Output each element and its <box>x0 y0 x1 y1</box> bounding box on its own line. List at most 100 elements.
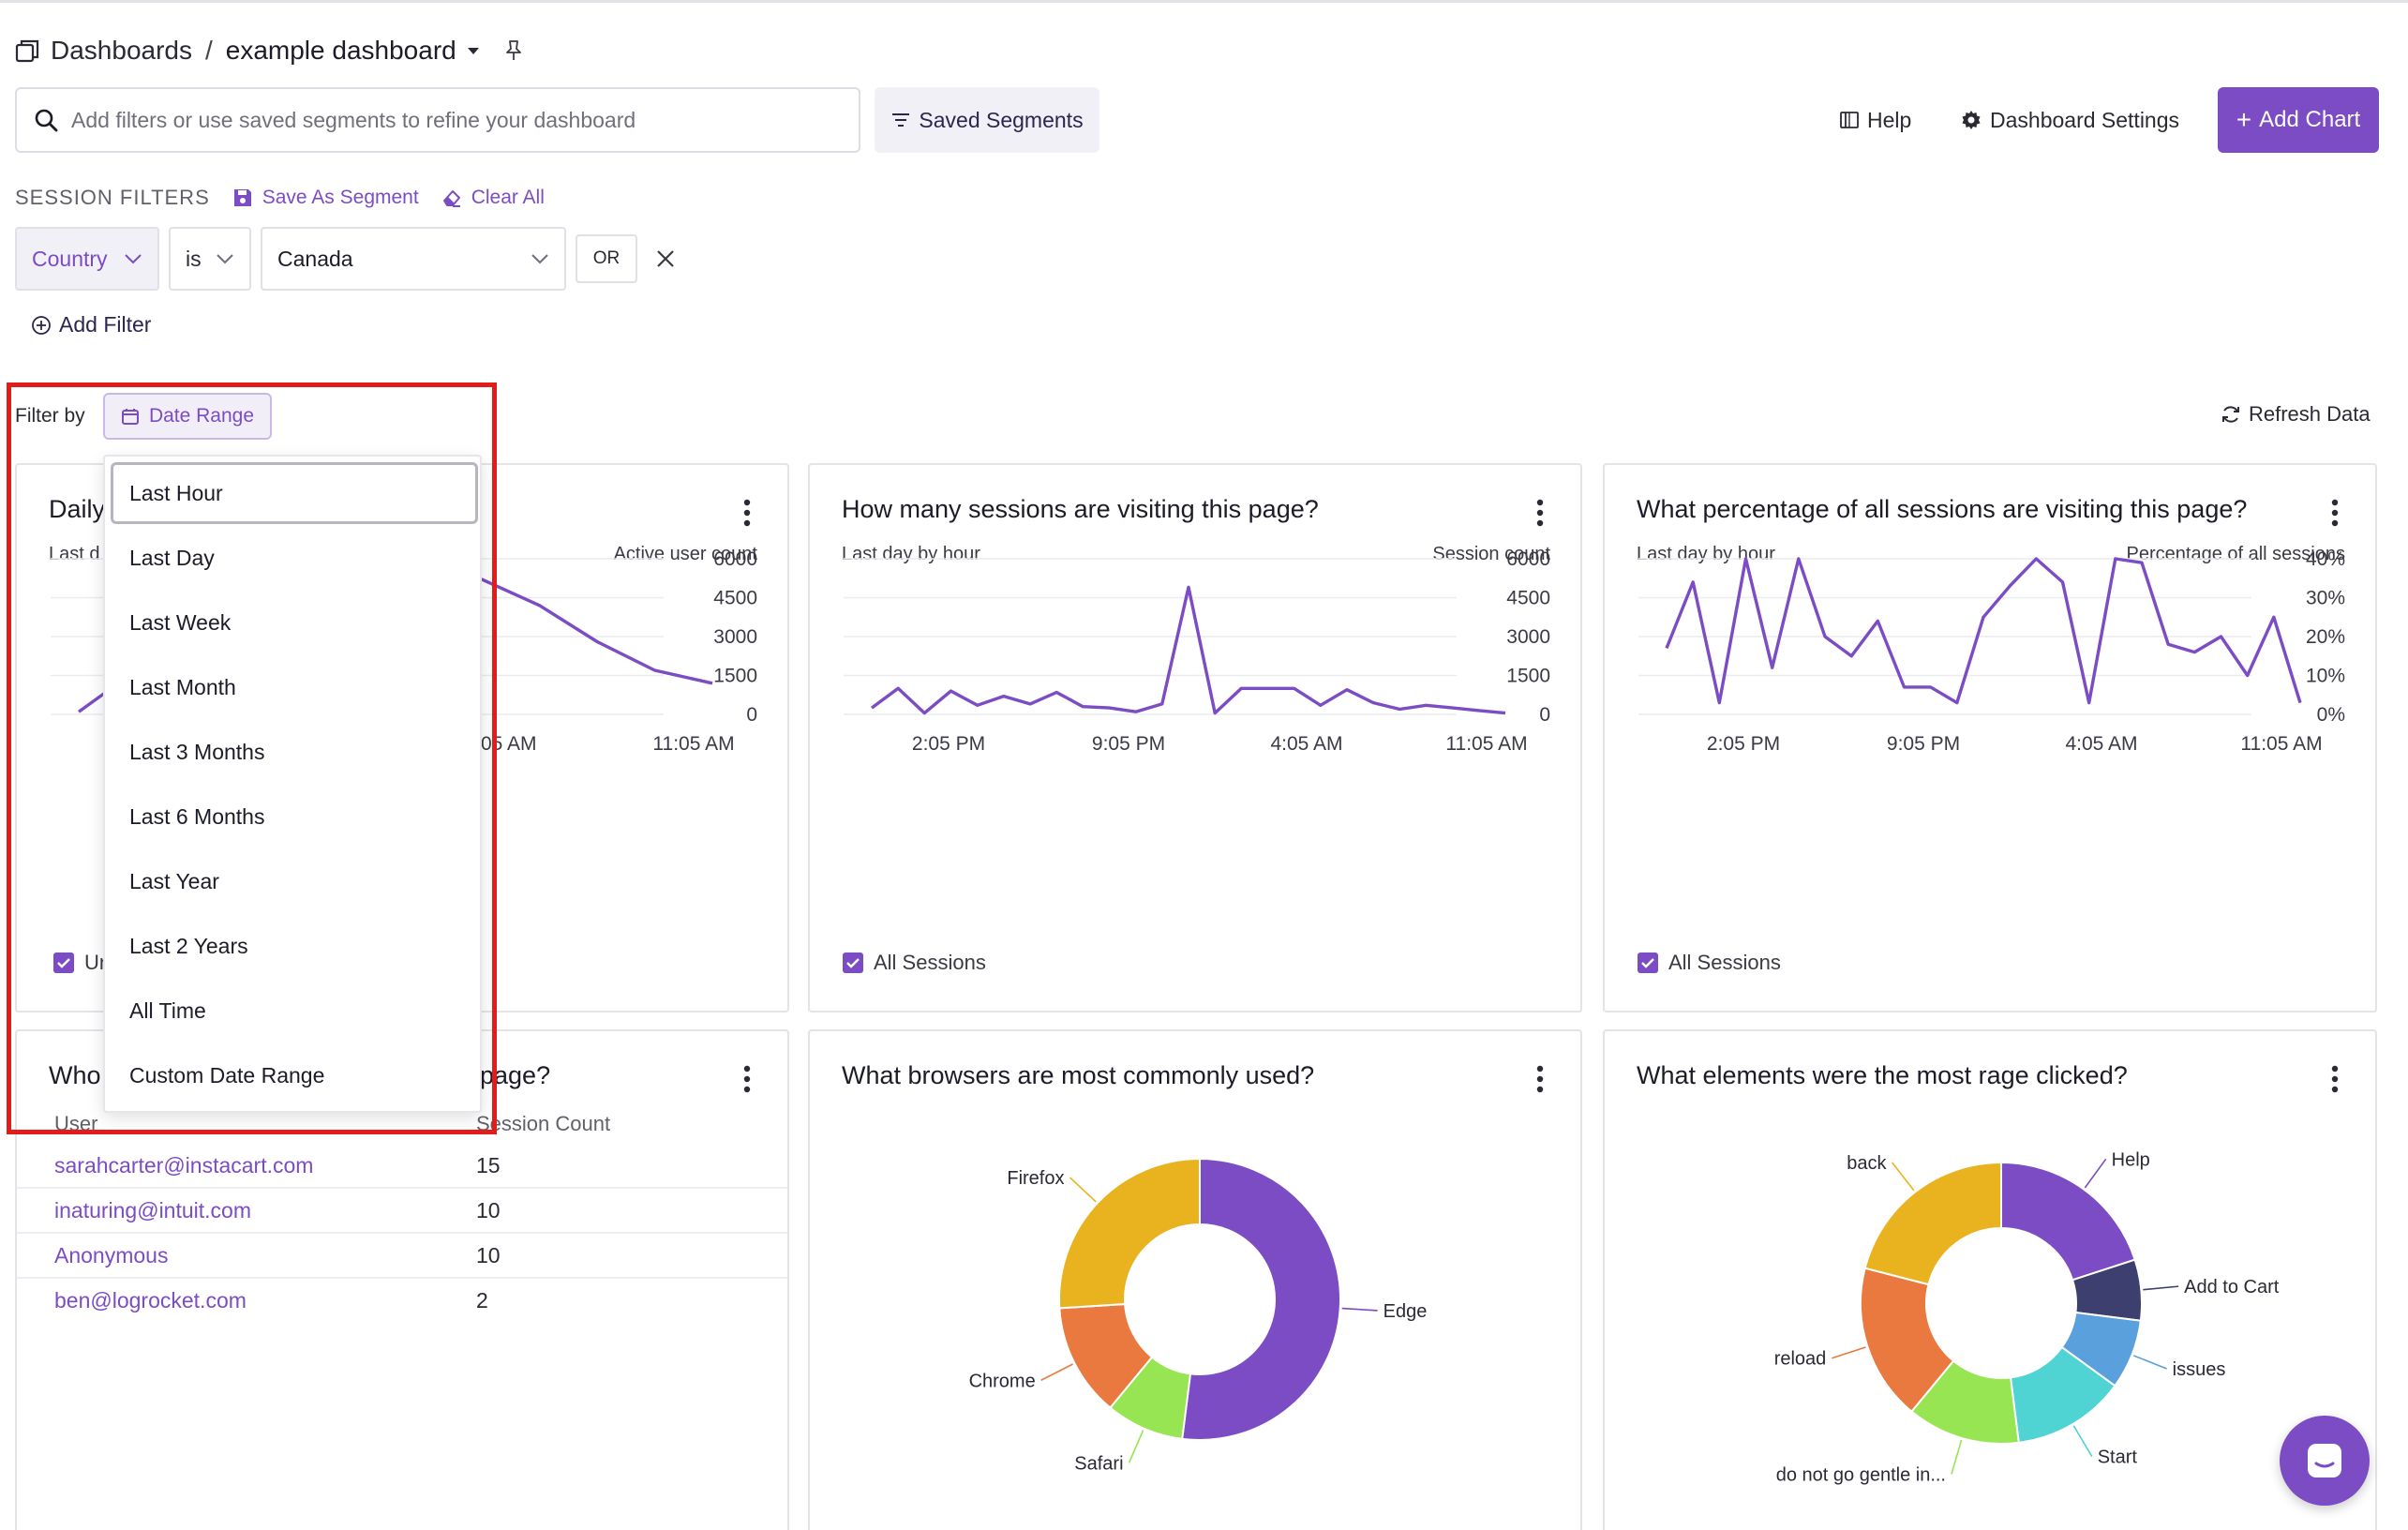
menu-item-highlight <box>111 462 478 524</box>
donut-slice <box>1863 1161 2002 1286</box>
dashboard-name[interactable]: example dashboard <box>225 36 456 65</box>
more-vertical-icon[interactable] <box>742 1065 752 1093</box>
menu-item-last-hour[interactable]: Last Hour <box>129 481 223 505</box>
user-link[interactable]: ben@logrocket.com <box>54 1288 247 1312</box>
close-icon[interactable] <box>654 248 677 270</box>
menu-item-last-year[interactable]: Last Year <box>129 869 219 893</box>
gear-icon <box>1962 111 1981 129</box>
checkbox-checked-icon[interactable] <box>842 952 864 974</box>
slice-label: Chrome <box>969 1371 1036 1391</box>
column-header-session-count[interactable]: Session Count <box>476 1112 611 1135</box>
card-title-tail: page? <box>480 1061 551 1089</box>
filter-search-input-container[interactable] <box>15 87 860 153</box>
more-vertical-icon[interactable] <box>2330 1065 2340 1093</box>
help-link[interactable]: Help <box>1839 103 1911 137</box>
x-tick-label: 4:05 AM <box>1270 733 1342 755</box>
session-filters-header: SESSION FILTERS Save As Segment Clear Al… <box>15 184 545 212</box>
breadcrumb-root-link[interactable]: Dashboards <box>51 36 192 65</box>
legend-item[interactable]: Un <box>52 951 111 975</box>
filter-operator-select[interactable]: is <box>169 227 251 291</box>
user-link[interactable]: Anonymous <box>54 1243 169 1268</box>
x-tick-label: 11:05 AM <box>652 733 734 755</box>
plus-circle-icon <box>32 315 51 335</box>
filter-search-input[interactable] <box>71 107 840 133</box>
user-link[interactable]: inaturing@intuit.com <box>54 1198 251 1222</box>
dashboard-settings-link[interactable]: Dashboard Settings <box>1961 103 2179 137</box>
table-row: ben@logrocket.com 2 <box>17 1279 787 1324</box>
filter-operator-value: is <box>186 246 202 271</box>
menu-item-last-6-months[interactable]: Last 6 Months <box>129 804 265 829</box>
clear-all-button[interactable]: Clear All <box>441 187 545 209</box>
x-tick-label: 2:05 PM <box>1707 733 1780 755</box>
more-vertical-icon[interactable] <box>1535 499 1545 527</box>
slice-label: Firefox <box>1007 1168 1064 1189</box>
refresh-data-button[interactable]: Refresh Data <box>2221 402 2371 427</box>
menu-item-all-time[interactable]: All Time <box>129 998 206 1023</box>
menu-item-custom-date-range[interactable]: Custom Date Range <box>129 1063 325 1088</box>
session-count-cell: 10 <box>476 1243 501 1268</box>
slice-label: issues <box>2173 1359 2226 1380</box>
chevron-down-icon[interactable] <box>466 43 481 58</box>
or-button[interactable]: OR <box>576 234 637 283</box>
filter-value-select[interactable]: Canada <box>261 227 566 291</box>
percentage-card: What percentage of all sessions are visi… <box>1603 463 2377 1012</box>
chat-launcher-button[interactable] <box>2280 1416 2370 1506</box>
more-vertical-icon[interactable] <box>1535 1065 1545 1093</box>
legend-item[interactable]: All Sessions <box>842 951 986 975</box>
eraser-icon <box>442 190 460 207</box>
breadcrumb: Dashboards / example dashboard <box>15 32 524 69</box>
label-leader-line <box>1069 1177 1097 1203</box>
more-vertical-icon[interactable] <box>2330 499 2340 527</box>
saved-segments-button[interactable]: Saved Segments <box>875 87 1099 153</box>
legend-item[interactable]: All Sessions <box>1637 951 1781 975</box>
menu-item-last-2-years[interactable]: Last 2 Years <box>129 934 248 958</box>
filter-by-label: Filter by <box>15 405 85 427</box>
label-leader-line <box>1341 1307 1378 1312</box>
more-vertical-icon[interactable] <box>742 499 752 527</box>
chevron-down-icon <box>125 254 142 264</box>
chevron-down-icon <box>217 254 233 264</box>
card-title: How many sessions are visiting this page… <box>842 495 1319 523</box>
dashboard-settings-label: Dashboard Settings <box>1990 107 2180 132</box>
filter-field-select[interactable]: Country <box>15 227 159 291</box>
pin-icon[interactable] <box>503 38 524 63</box>
checkbox-checked-icon[interactable] <box>1637 952 1659 974</box>
add-chart-button[interactable]: + Add Chart <box>2218 87 2379 153</box>
label-leader-line <box>2084 1158 2107 1189</box>
date-range-menu: Last Hour Last Day Last Week Last Month … <box>103 455 482 1113</box>
menu-item-last-day[interactable]: Last Day <box>129 546 215 570</box>
refresh-icon <box>2222 406 2239 423</box>
help-label: Help <box>1867 107 1912 132</box>
checkbox-checked-icon[interactable] <box>52 952 75 974</box>
y-tick-label: 4500 <box>1506 588 1550 609</box>
chat-icon <box>2308 1444 2341 1478</box>
browsers-donut-chart: Edge Safari Chrome Firefox <box>969 1157 1427 1474</box>
save-icon <box>233 189 251 206</box>
label-leader-line <box>1040 1363 1073 1381</box>
x-tick-label: 4:05 AM <box>2065 733 2137 755</box>
label-leader-line <box>2143 1285 2179 1291</box>
table-row: inaturing@intuit.com 10 <box>17 1189 787 1234</box>
table-row: sarahcarter@instacart.com 15 <box>17 1144 787 1189</box>
save-as-segment-label: Save As Segment <box>262 187 419 208</box>
session-filters-title: SESSION FILTERS <box>15 186 210 209</box>
x-tick-label: 9:05 PM <box>1887 733 1960 755</box>
column-header-user[interactable]: User <box>54 1112 98 1135</box>
y-tick-label: 6000 <box>713 548 757 570</box>
user-link[interactable]: sarahcarter@instacart.com <box>54 1153 314 1178</box>
slice-label: back <box>1847 1153 1887 1174</box>
menu-item-last-week[interactable]: Last Week <box>129 610 232 635</box>
menu-item-last-month[interactable]: Last Month <box>129 675 236 699</box>
x-tick-label: 9:05 PM <box>1092 733 1165 755</box>
save-as-segment-button[interactable]: Save As Segment <box>232 187 419 209</box>
percentage-line-chart: 40% 30% 20% 10% 0% 2:05 PM 9:05 PM 4:05 AM 11:05… <box>1638 548 2345 755</box>
plus-icon: + <box>2236 105 2252 134</box>
calendar-icon <box>121 409 139 425</box>
x-tick-label: 11:05 AM <box>2240 733 2322 755</box>
y-tick-label: 3000 <box>1506 626 1550 648</box>
date-range-button[interactable]: Date Range <box>103 393 272 440</box>
session-count-cell: 15 <box>476 1153 501 1178</box>
session-count-cell: 10 <box>476 1198 501 1222</box>
menu-item-last-3-months[interactable]: Last 3 Months <box>129 740 265 764</box>
add-filter-button[interactable]: Add Filter <box>31 312 151 338</box>
